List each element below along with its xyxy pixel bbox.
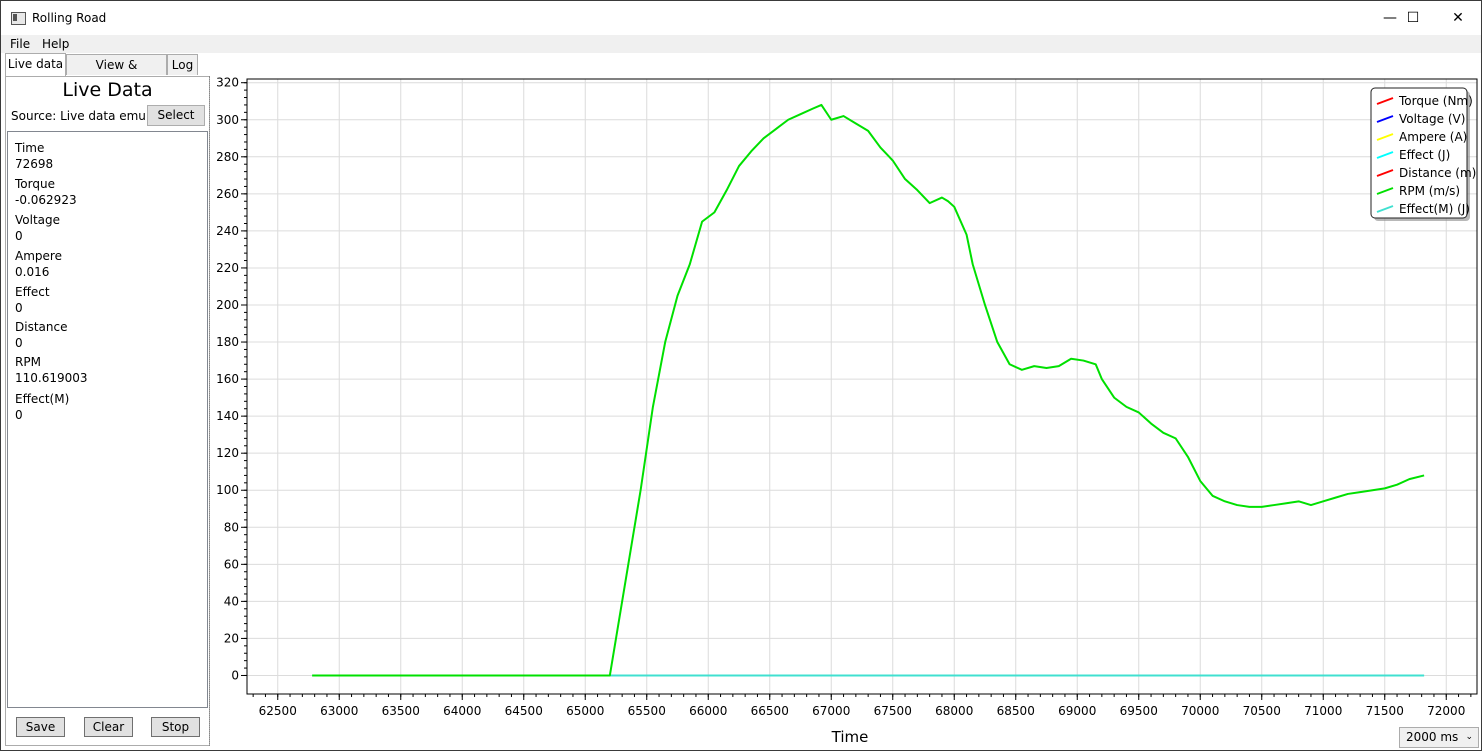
x-tick-label: 70500	[1243, 704, 1281, 718]
clear-button[interactable]: Clear	[84, 717, 133, 737]
menu-bar: File Help	[1, 35, 1481, 53]
x-axis-label: Time	[831, 728, 869, 746]
y-tick-label: 300	[216, 113, 239, 127]
series-line	[312, 103, 1425, 677]
y-tick-label: 160	[216, 372, 239, 386]
x-tick-label: 71500	[1366, 704, 1404, 718]
y-tick-label: 80	[224, 520, 239, 534]
interval-value: 2000 ms	[1406, 730, 1459, 744]
x-tick-label: 68000	[935, 704, 973, 718]
menu-file[interactable]: File	[10, 37, 31, 51]
x-tick-label: 66000	[689, 704, 727, 718]
x-tick-label: 63000	[320, 704, 358, 718]
y-tick-label: 280	[216, 150, 239, 164]
x-tick-label: 64500	[505, 704, 543, 718]
legend-label: Torque (Nm)	[1398, 94, 1473, 108]
stop-button[interactable]: Stop	[151, 717, 200, 737]
y-tick-label: 120	[216, 446, 239, 460]
legend-label: Effect(M) (J)	[1399, 202, 1470, 216]
x-tick-label: 69500	[1120, 704, 1158, 718]
live-values-list[interactable]: Time 72698 Torque -0.062923 Voltage 0 Am…	[7, 131, 208, 708]
minimize-button[interactable]: —	[1383, 10, 1397, 26]
y-tick-label: 180	[216, 335, 239, 349]
app-icon	[11, 12, 26, 25]
field-torque-value: -0.062923	[15, 193, 77, 207]
y-tick-label: 220	[216, 261, 239, 275]
field-distance-value: 0	[15, 336, 23, 350]
x-tick-label: 63500	[382, 704, 420, 718]
field-voltage-label: Voltage	[15, 213, 61, 227]
x-tick-label: 67500	[874, 704, 912, 718]
window-title: Rolling Road	[32, 11, 107, 25]
legend-label: Effect (J)	[1399, 148, 1450, 162]
tab-live-data[interactable]: Live data	[5, 53, 66, 76]
legend-swatch	[1376, 205, 1394, 213]
live-data-panel: Live Data Source: Live data emula Select…	[5, 76, 210, 746]
legend-swatch	[1376, 115, 1394, 123]
tab-view-compare[interactable]: View & Compare	[66, 54, 167, 92]
field-time-value: 72698	[15, 157, 54, 171]
x-tick-label: 68500	[997, 704, 1035, 718]
tab-log[interactable]: Log	[167, 54, 198, 75]
x-tick-label: 65000	[566, 704, 604, 718]
legend-swatch	[1376, 169, 1394, 177]
field-effect-m-label: Effect(M)	[15, 392, 70, 406]
legend-swatch	[1376, 133, 1394, 141]
y-tick-label: 260	[216, 187, 239, 201]
panel-title: Live Data	[62, 79, 153, 101]
y-tick-label: 200	[216, 298, 239, 312]
y-tick-label: 40	[224, 594, 239, 608]
x-tick-label: 66500	[751, 704, 789, 718]
title-bar: Rolling Road — ☐ ✕	[1, 1, 1481, 35]
legend-label: Voltage (V)	[1399, 112, 1465, 126]
field-torque-label: Torque	[15, 177, 55, 191]
legend-swatch	[1376, 151, 1394, 159]
save-button[interactable]: Save	[16, 717, 65, 737]
x-tick-label: 67000	[812, 704, 850, 718]
field-distance-label: Distance	[15, 320, 68, 334]
field-effect-m-value: 0	[15, 408, 23, 422]
plot-frame	[246, 78, 1478, 695]
menu-help[interactable]: Help	[42, 37, 70, 51]
y-tick-label: 60	[224, 557, 239, 571]
maximize-button[interactable]: ☐	[1406, 10, 1420, 26]
field-effect-label: Effect	[15, 285, 50, 299]
legend-label: Ampere (A)	[1399, 130, 1467, 144]
select-source-button[interactable]: Select	[147, 105, 205, 126]
x-tick-label: 62500	[259, 704, 297, 718]
y-tick-label: 0	[231, 668, 239, 682]
field-voltage-value: 0	[15, 229, 23, 243]
field-effect-value: 0	[15, 301, 23, 315]
y-tick-label: 240	[216, 224, 239, 238]
field-ampere-label: Ampere	[15, 249, 62, 263]
legend-label: Distance (m)	[1399, 166, 1476, 180]
y-tick-label: 100	[216, 483, 239, 497]
x-tick-label: 72000	[1427, 704, 1465, 718]
x-tick-label: 70000	[1181, 704, 1219, 718]
field-rpm-value: 110.619003	[15, 371, 88, 385]
legend-box	[1370, 87, 1468, 219]
chart-area: 0 20 40 60 80 100 120 140 160 180 200 220 240 260 280 3…	[213, 76, 1481, 746]
field-rpm-label: RPM	[15, 355, 41, 369]
legend-swatch	[1376, 97, 1394, 105]
field-time-label: Time	[15, 141, 45, 155]
x-tick-label: 64000	[443, 704, 481, 718]
interval-dropdown[interactable]: 2000 ms ⌄	[1399, 727, 1479, 748]
x-tick-label: 71000	[1304, 704, 1342, 718]
y-tick-label: 320	[216, 76, 239, 90]
close-button[interactable]: ✕	[1452, 10, 1464, 26]
legend-label: RPM (m/s)	[1399, 184, 1460, 198]
y-tick-label: 20	[224, 631, 239, 645]
field-ampere-value: 0.016	[15, 265, 50, 279]
source-label: Source: Live data emula	[11, 109, 157, 123]
chevron-down-icon: ⌄	[1465, 732, 1473, 742]
legend-swatch	[1376, 187, 1394, 195]
y-tick-label: 140	[216, 409, 239, 423]
x-tick-label: 69000	[1058, 704, 1096, 718]
x-tick-label: 65500	[628, 704, 666, 718]
rpm-line-chart[interactable]: 0 20 40 60 80 100 120 140 160 180 200 220 240 260 280 3…	[213, 76, 1481, 746]
